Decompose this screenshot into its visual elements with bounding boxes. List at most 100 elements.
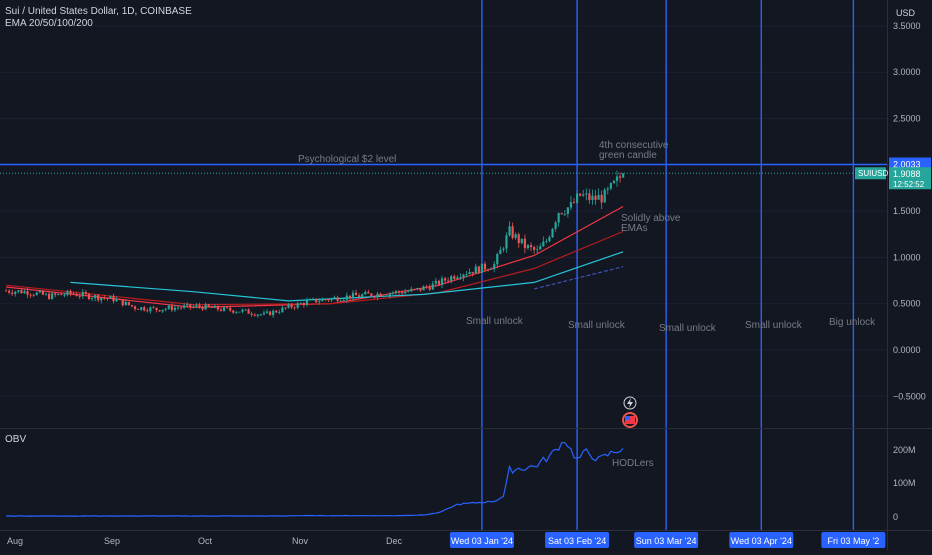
- candle: [75, 294, 78, 297]
- candle: [496, 254, 499, 265]
- candle: [348, 295, 352, 299]
- candle: [44, 293, 48, 295]
- annotation-psych-level: Psychological $2 level: [298, 154, 396, 165]
- candle: [462, 274, 465, 278]
- candle: [520, 238, 523, 243]
- candle: [235, 311, 238, 313]
- candle: [284, 307, 287, 309]
- ema-line: [6, 230, 624, 306]
- flag-canton-icon: [625, 416, 630, 420]
- candle: [54, 293, 57, 295]
- price-tick-label: 3.5000: [893, 21, 921, 31]
- candle: [588, 193, 591, 201]
- ema-indicator-label[interactable]: EMA 20/50/100/200: [5, 18, 93, 29]
- candle: [370, 293, 373, 297]
- candle: [167, 305, 170, 309]
- candle: [382, 295, 385, 297]
- candle: [146, 310, 149, 312]
- candle: [11, 292, 14, 294]
- candle: [121, 299, 124, 306]
- candle: [262, 312, 266, 315]
- candle: [8, 290, 11, 293]
- candle: [459, 277, 462, 279]
- candle: [385, 295, 388, 297]
- annotation-fourth-candle-line1: 4th consecutive: [599, 140, 669, 151]
- candle: [609, 182, 612, 189]
- candle: [422, 286, 425, 291]
- candle: [241, 309, 244, 312]
- candle: [143, 307, 146, 311]
- candle: [379, 293, 382, 297]
- annotation-unlock-jan: Small unlock: [466, 316, 524, 327]
- candle: [569, 202, 573, 208]
- level-price-badge-label: 2.0033: [893, 159, 921, 169]
- candle: [47, 293, 51, 300]
- candle: [603, 189, 606, 203]
- candle: [551, 228, 554, 238]
- candle: [69, 290, 72, 294]
- candle: [287, 304, 290, 308]
- candle: [529, 245, 533, 248]
- candle: [173, 307, 177, 311]
- price-tick-label: 0.0000: [893, 345, 921, 355]
- time-label-dec: Dec: [386, 536, 403, 546]
- obv-indicator-label[interactable]: OBV: [5, 434, 27, 445]
- candle: [272, 310, 275, 316]
- candle: [597, 194, 600, 200]
- candle: [394, 291, 398, 293]
- time-label-aug: Aug: [7, 536, 23, 546]
- candle: [545, 241, 548, 242]
- symbol-title[interactable]: Sui / United States Dollar, 1D, COINBASE: [5, 6, 192, 17]
- candle: [511, 226, 514, 238]
- date-highlight-badge: [729, 532, 794, 548]
- candle: [90, 298, 94, 300]
- chart-legend: Sui / United States Dollar, 1D, COINBASE…: [5, 6, 192, 30]
- candle: [4, 290, 8, 292]
- candle: [407, 291, 410, 293]
- candle: [321, 299, 324, 302]
- candle: [219, 309, 223, 311]
- candle: [327, 299, 330, 301]
- candle: [115, 299, 118, 302]
- candle: [14, 291, 17, 294]
- candle: [106, 298, 109, 299]
- candle: [152, 307, 155, 309]
- candle: [339, 300, 342, 302]
- candle: [253, 314, 256, 316]
- candle: [66, 290, 69, 295]
- candle: [207, 304, 210, 307]
- candle: [176, 307, 180, 309]
- price-tick-label: 0.5000: [893, 299, 921, 309]
- date-highlight-label: Fri 03 May '2: [828, 536, 880, 546]
- symbol-badge: [855, 167, 886, 180]
- candle: [118, 299, 121, 301]
- candle: [247, 309, 250, 314]
- candle: [397, 291, 401, 293]
- candle: [536, 249, 539, 251]
- currency-label[interactable]: USD: [896, 8, 916, 18]
- candle: [523, 238, 526, 249]
- candle: [508, 226, 511, 236]
- symbol-badge-label: SUIUSD: [858, 169, 888, 178]
- candle: [204, 304, 207, 310]
- candle: [20, 290, 23, 294]
- candle: [591, 195, 594, 201]
- date-highlight-label: Wed 03 Jan '24: [451, 536, 513, 546]
- candle: [401, 292, 404, 294]
- candle: [32, 294, 35, 296]
- candle: [290, 304, 293, 308]
- annotation-unlock-mar: Small unlock: [659, 323, 717, 334]
- candle: [232, 310, 235, 313]
- time-label-sep: Sep: [104, 536, 120, 546]
- annotation-above-emas-line1: Solidly above: [621, 213, 681, 224]
- candle: [78, 296, 81, 297]
- candle: [410, 289, 413, 292]
- candle: [453, 276, 456, 279]
- candle: [170, 305, 173, 311]
- candle: [477, 266, 480, 273]
- candle: [293, 307, 296, 309]
- annotation-unlock-feb: Small unlock: [568, 320, 626, 331]
- date-highlight-label: Wed 03 Apr '24: [731, 536, 792, 546]
